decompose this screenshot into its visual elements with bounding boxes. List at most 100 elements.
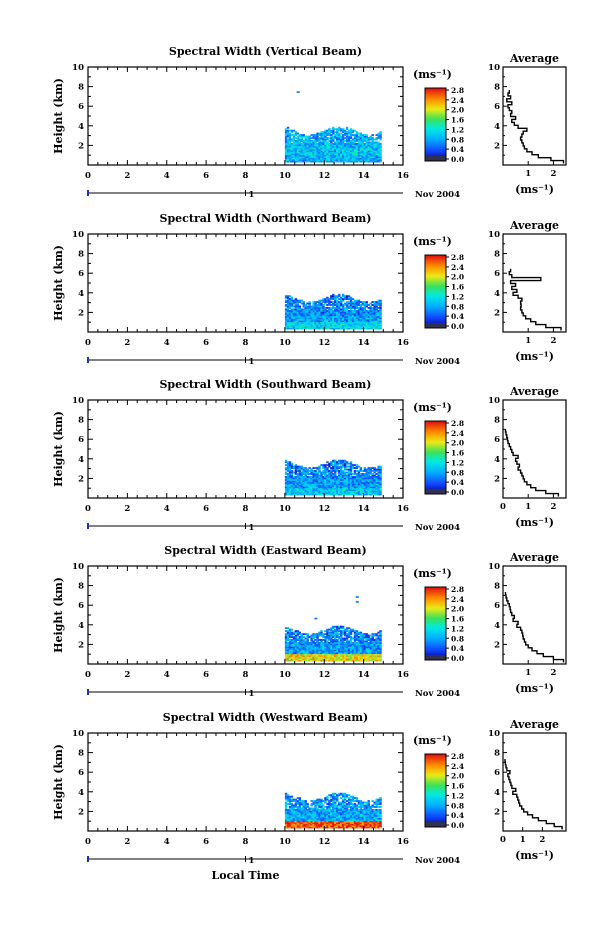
average-y-tick-label: 6 <box>494 435 500 445</box>
average-title: Average <box>509 385 559 398</box>
x-tick-label: 0 <box>85 670 91 680</box>
colorbar: 0.00.40.81.21.62.02.42.8(ms⁻¹) <box>413 401 464 497</box>
x-tick-label: 4 <box>164 670 170 680</box>
colorbar-floor <box>425 489 446 494</box>
colorbar-tick-label: 2.8 <box>451 419 464 428</box>
colorbar-tick-label: 1.2 <box>451 624 464 633</box>
y-tick-label: 8 <box>78 416 84 426</box>
y-tick-label: 6 <box>78 435 84 445</box>
heatmap-cell <box>342 626 344 628</box>
heatmap-cell <box>372 134 374 136</box>
y-tick-label: 8 <box>78 582 84 592</box>
heatmap-cell <box>379 466 381 468</box>
colorbar-tick-label: 1.6 <box>451 615 464 624</box>
y-tick-label: 10 <box>72 230 84 240</box>
average-y-tick-label: 2 <box>494 640 500 650</box>
x-tick-label: 16 <box>397 504 409 514</box>
date-label: Nov 2004 <box>415 190 460 200</box>
x-tick-label: 4 <box>164 338 170 348</box>
heatmap-cell <box>379 131 381 133</box>
colorbar-tick-label: 1.6 <box>451 283 464 292</box>
day-label: 1 <box>249 523 255 533</box>
x-tick-label: 0 <box>85 338 91 348</box>
average-profile-line <box>507 90 564 164</box>
colorbar-unit-label: (ms⁻¹) <box>413 401 452 414</box>
colorbar-tick-label: 0.4 <box>451 644 464 653</box>
colorbar: 0.00.40.81.21.62.02.42.8(ms⁻¹) <box>413 567 464 663</box>
y-tick-label: 4 <box>78 289 84 299</box>
average-y-tick-label: 2 <box>494 141 500 151</box>
average-y-tick-label: 6 <box>494 269 500 279</box>
colorbar-tick-label: 2.4 <box>451 429 464 438</box>
y-tick-label: 4 <box>78 122 84 132</box>
colorbar-tick-label: 2.4 <box>451 263 464 272</box>
x-tick-label: 16 <box>397 670 409 680</box>
average-y-tick-label: 4 <box>494 122 500 132</box>
average-title: Average <box>509 219 559 232</box>
x-tick-label: 6 <box>203 670 209 680</box>
x-tick-label: 14 <box>358 504 370 514</box>
average-title: Average <box>509 52 559 65</box>
average-y-tick-label: 4 <box>494 621 500 631</box>
y-tick-label: 10 <box>72 396 84 406</box>
day-label: 1 <box>249 190 255 200</box>
y-tick-label: 10 <box>72 562 84 572</box>
colorbar-tick-label: 0.4 <box>451 145 464 154</box>
x-tick-label: 8 <box>243 171 249 181</box>
colorbar-tick-label: 0.0 <box>451 155 464 164</box>
x-tick-label: 4 <box>164 171 170 181</box>
y-tick-label: 6 <box>78 601 84 611</box>
heatmap-cell <box>360 467 362 469</box>
average-unit-label: (ms⁻¹) <box>515 183 554 196</box>
colorbar-tick-label: 2.4 <box>451 96 464 105</box>
colorbar-tick-label: 0.0 <box>451 654 464 663</box>
average-y-tick-label: 6 <box>494 601 500 611</box>
x-tick-label: 6 <box>203 338 209 348</box>
date-label: Nov 2004 <box>415 689 460 699</box>
colorbar-floor <box>425 323 446 328</box>
average-x-tick-label: 0 <box>500 502 506 512</box>
colorbar-tick-label: 2.0 <box>451 106 464 115</box>
x-tick-label: 12 <box>318 670 330 680</box>
x-tick-label: 16 <box>397 171 409 181</box>
average-x-tick-label: 2 <box>550 336 556 346</box>
heatmap-cell <box>299 306 301 308</box>
heatmap-cell <box>291 463 293 465</box>
x-tick-label: 0 <box>85 504 91 514</box>
y-axis-label: Height (km) <box>52 577 65 653</box>
x-tick-label: 2 <box>124 171 130 181</box>
heatmap-cell <box>366 301 368 303</box>
colorbar-unit-label: (ms⁻¹) <box>413 68 452 81</box>
average-x-tick-label: 2 <box>550 502 556 512</box>
heatmap-cell <box>299 797 301 799</box>
colorbar-tick-label: 2.0 <box>451 439 464 448</box>
x-tick-label: 14 <box>358 338 370 348</box>
average-y-tick-label: 2 <box>494 474 500 484</box>
colorbar-tick-label: 1.6 <box>451 449 464 458</box>
average-x-tick-label: 1 <box>525 336 531 346</box>
heatmap-cells <box>285 626 382 662</box>
isolated-echo <box>356 596 359 598</box>
y-tick-label: 2 <box>78 141 84 151</box>
average-y-tick-label: 8 <box>494 250 500 260</box>
y-tick-label: 6 <box>78 102 84 112</box>
average-unit-label: (ms⁻¹) <box>515 516 554 529</box>
panel-title: Spectral Width (Southward Beam) <box>159 378 371 391</box>
y-axis-label: Height (km) <box>52 78 65 154</box>
heatmap-cell <box>320 630 322 632</box>
average-y-tick-label: 8 <box>494 83 500 93</box>
isolated-echo <box>297 91 300 93</box>
average-profile-line <box>509 269 561 331</box>
y-axis-label: Height (km) <box>52 245 65 321</box>
heatmap-cell <box>305 800 307 802</box>
colorbar-tick-label: 1.2 <box>451 125 464 134</box>
colorbar-tick-label: 0.4 <box>451 312 464 321</box>
colorbar-tick-label: 0.8 <box>451 135 464 144</box>
colorbar-tick-label: 2.4 <box>451 595 464 604</box>
date-label: Nov 2004 <box>415 357 460 367</box>
day-label: 1 <box>249 689 255 699</box>
heatmap-cell <box>379 630 381 632</box>
panel-title: Spectral Width (Eastward Beam) <box>164 544 366 557</box>
